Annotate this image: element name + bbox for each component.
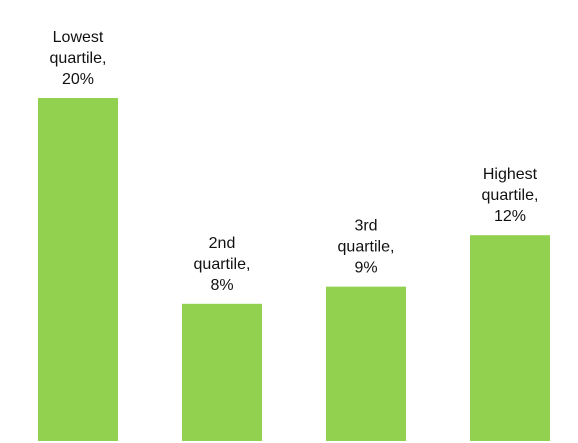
bar-3-label-line-1: 3rd xyxy=(354,218,377,235)
bar-1-label-line-2: quartile, xyxy=(50,50,107,67)
bar-2-label-line-2: quartile, xyxy=(194,256,251,273)
bar-1-label-line-1: Lowest xyxy=(53,29,104,46)
bar-2 xyxy=(182,303,262,441)
bar-3-label-line-3: 9% xyxy=(354,260,377,277)
bar-2-label-line-3: 8% xyxy=(210,277,233,294)
bar-3-label-line-2: quartile, xyxy=(338,239,395,256)
bar-4-label-line-2: quartile, xyxy=(482,187,539,204)
bar-4 xyxy=(470,235,550,441)
bar-4-label-line-1: Highest xyxy=(483,166,538,183)
bar-2-label-line-1: 2nd xyxy=(209,235,236,252)
bar-3 xyxy=(326,286,406,441)
bar-1 xyxy=(38,98,118,441)
bar-1-label-line-3: 20% xyxy=(62,71,94,88)
bar-4-label-line-3: 12% xyxy=(494,208,526,225)
